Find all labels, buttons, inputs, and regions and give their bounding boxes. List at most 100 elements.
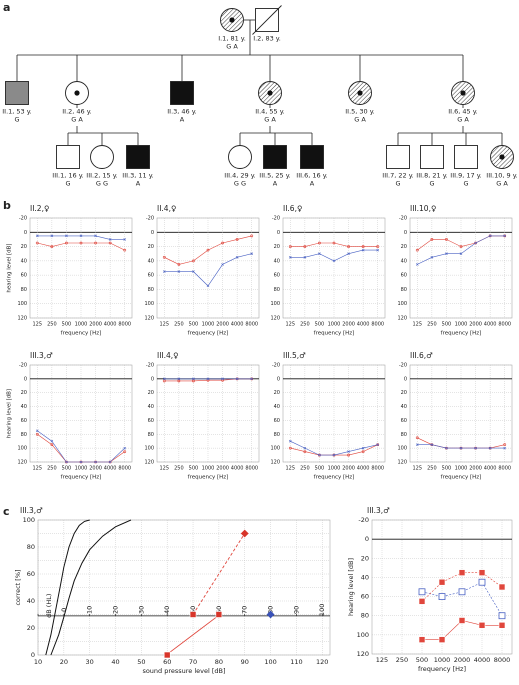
female-symbol <box>228 145 252 169</box>
marker <box>503 446 507 450</box>
x-tick-label: 125 <box>160 322 170 328</box>
y-axis-label: hearing level [dB] <box>347 558 355 616</box>
chart-title: III.3,♂ <box>367 506 390 515</box>
x-tick-label: 8000 <box>118 322 131 328</box>
y-tick-label: 80 <box>361 612 369 620</box>
chart-title: II.6,♀ <box>283 204 302 213</box>
marker <box>65 234 68 238</box>
marker <box>438 636 446 643</box>
x-tick-label: 60 <box>163 658 171 666</box>
marker <box>376 248 380 252</box>
marker <box>177 263 181 266</box>
x-tick-label: 4000 <box>357 322 370 328</box>
y-tick-label: 100 <box>144 446 154 452</box>
marker <box>94 241 97 245</box>
x-tick-label: 2000 <box>216 466 229 472</box>
y-tick-label: 100 <box>17 301 27 307</box>
y-tick-label: 0 <box>24 376 27 382</box>
individual-id: III.9, 17 y. <box>450 172 481 180</box>
y-tick-label: -20 <box>272 363 280 369</box>
y-tick-label: 0 <box>404 376 407 382</box>
chart-title: III.4,♀ <box>157 351 179 360</box>
y-tick-label: 40 <box>274 404 280 410</box>
x-axis-label: sound pressure level [dB] <box>142 667 225 675</box>
marker <box>418 588 426 596</box>
x-tick-label: 80 <box>215 658 223 666</box>
marker <box>488 446 492 450</box>
x-tick-label: 2000 <box>469 466 482 472</box>
marker <box>215 611 223 618</box>
genotype: G A <box>71 116 83 124</box>
marker <box>361 248 365 252</box>
y-tick-label: 0 <box>151 230 154 236</box>
hl-tick-label: 10 <box>86 606 94 614</box>
marker <box>79 241 83 245</box>
marker <box>474 446 477 450</box>
genotype: A <box>180 116 185 124</box>
x-tick-label: 70 <box>189 658 197 666</box>
y-tick-label: 20 <box>21 390 27 396</box>
x-tick-label: 8000 <box>371 322 384 328</box>
x-tick-label: 8000 <box>371 466 384 472</box>
male-symbol <box>454 145 478 169</box>
marker <box>123 446 127 450</box>
y-tick-label: -20 <box>358 516 369 524</box>
y-tick-label: 0 <box>365 535 369 543</box>
marker <box>415 436 419 440</box>
series-line <box>37 242 125 251</box>
x-tick-label: 250 <box>174 322 184 328</box>
marker <box>123 238 127 241</box>
marker <box>108 238 112 241</box>
y-tick-label: 120 <box>144 316 154 322</box>
x-tick-label: 2000 <box>342 466 355 472</box>
marker <box>163 651 171 659</box>
y-tick-label: 0 <box>277 230 280 236</box>
y-tick-label: 20 <box>401 390 407 396</box>
y-tick-label: 0 <box>151 376 154 382</box>
x-tick-label: 40 <box>111 658 119 666</box>
x-tick-label: 4000 <box>474 656 491 664</box>
y-tick-label: 120 <box>397 460 407 466</box>
x-tick-label: 20 <box>60 658 68 666</box>
y-tick-label: 100 <box>397 301 407 307</box>
y-tick-label: 80 <box>401 432 407 438</box>
y-tick-label: 80 <box>148 432 154 438</box>
individual-id: I.1, 81 y. <box>218 35 246 43</box>
x-tick-label: 1000 <box>202 466 215 472</box>
individual-id: II.5, 30 y. <box>345 108 375 116</box>
marker <box>498 583 506 591</box>
marker <box>94 460 97 464</box>
marker <box>162 377 166 381</box>
series-line <box>290 242 378 247</box>
marker <box>303 450 307 454</box>
chart-title: II.4,♀ <box>157 204 176 213</box>
x-tick-label: 90 <box>241 658 249 666</box>
y-tick-label: 80 <box>401 287 407 293</box>
series-line <box>50 519 132 656</box>
marker <box>250 234 254 238</box>
x-tick-label: 250 <box>427 322 437 328</box>
y-tick-label: 120 <box>144 460 154 466</box>
chart-title: III.3,♂ <box>20 506 43 515</box>
marker <box>445 252 448 256</box>
marker <box>458 588 466 596</box>
marker <box>35 241 39 245</box>
y-tick-label: 120 <box>357 650 369 658</box>
genotype: G G <box>234 180 246 188</box>
y-tick-label: 40 <box>21 258 27 264</box>
x-tick-label: 1000 <box>434 656 451 664</box>
x-tick-label: 1000 <box>328 466 341 472</box>
x-tick-label: 2000 <box>89 322 102 328</box>
x-tick-label: 125 <box>286 466 296 472</box>
genotype: A <box>273 180 278 188</box>
carrier-dot <box>499 154 505 160</box>
individual-id: III.10, 9 y. <box>486 172 517 180</box>
individual-id: III.2, 15 y. <box>86 172 117 180</box>
y-tick-label: 20 <box>274 390 280 396</box>
chart-title: III.6,♂ <box>410 351 433 360</box>
marker <box>503 234 507 238</box>
marker <box>50 443 54 447</box>
individual-id: III.8, 21 y. <box>416 172 447 180</box>
marker <box>221 377 224 381</box>
